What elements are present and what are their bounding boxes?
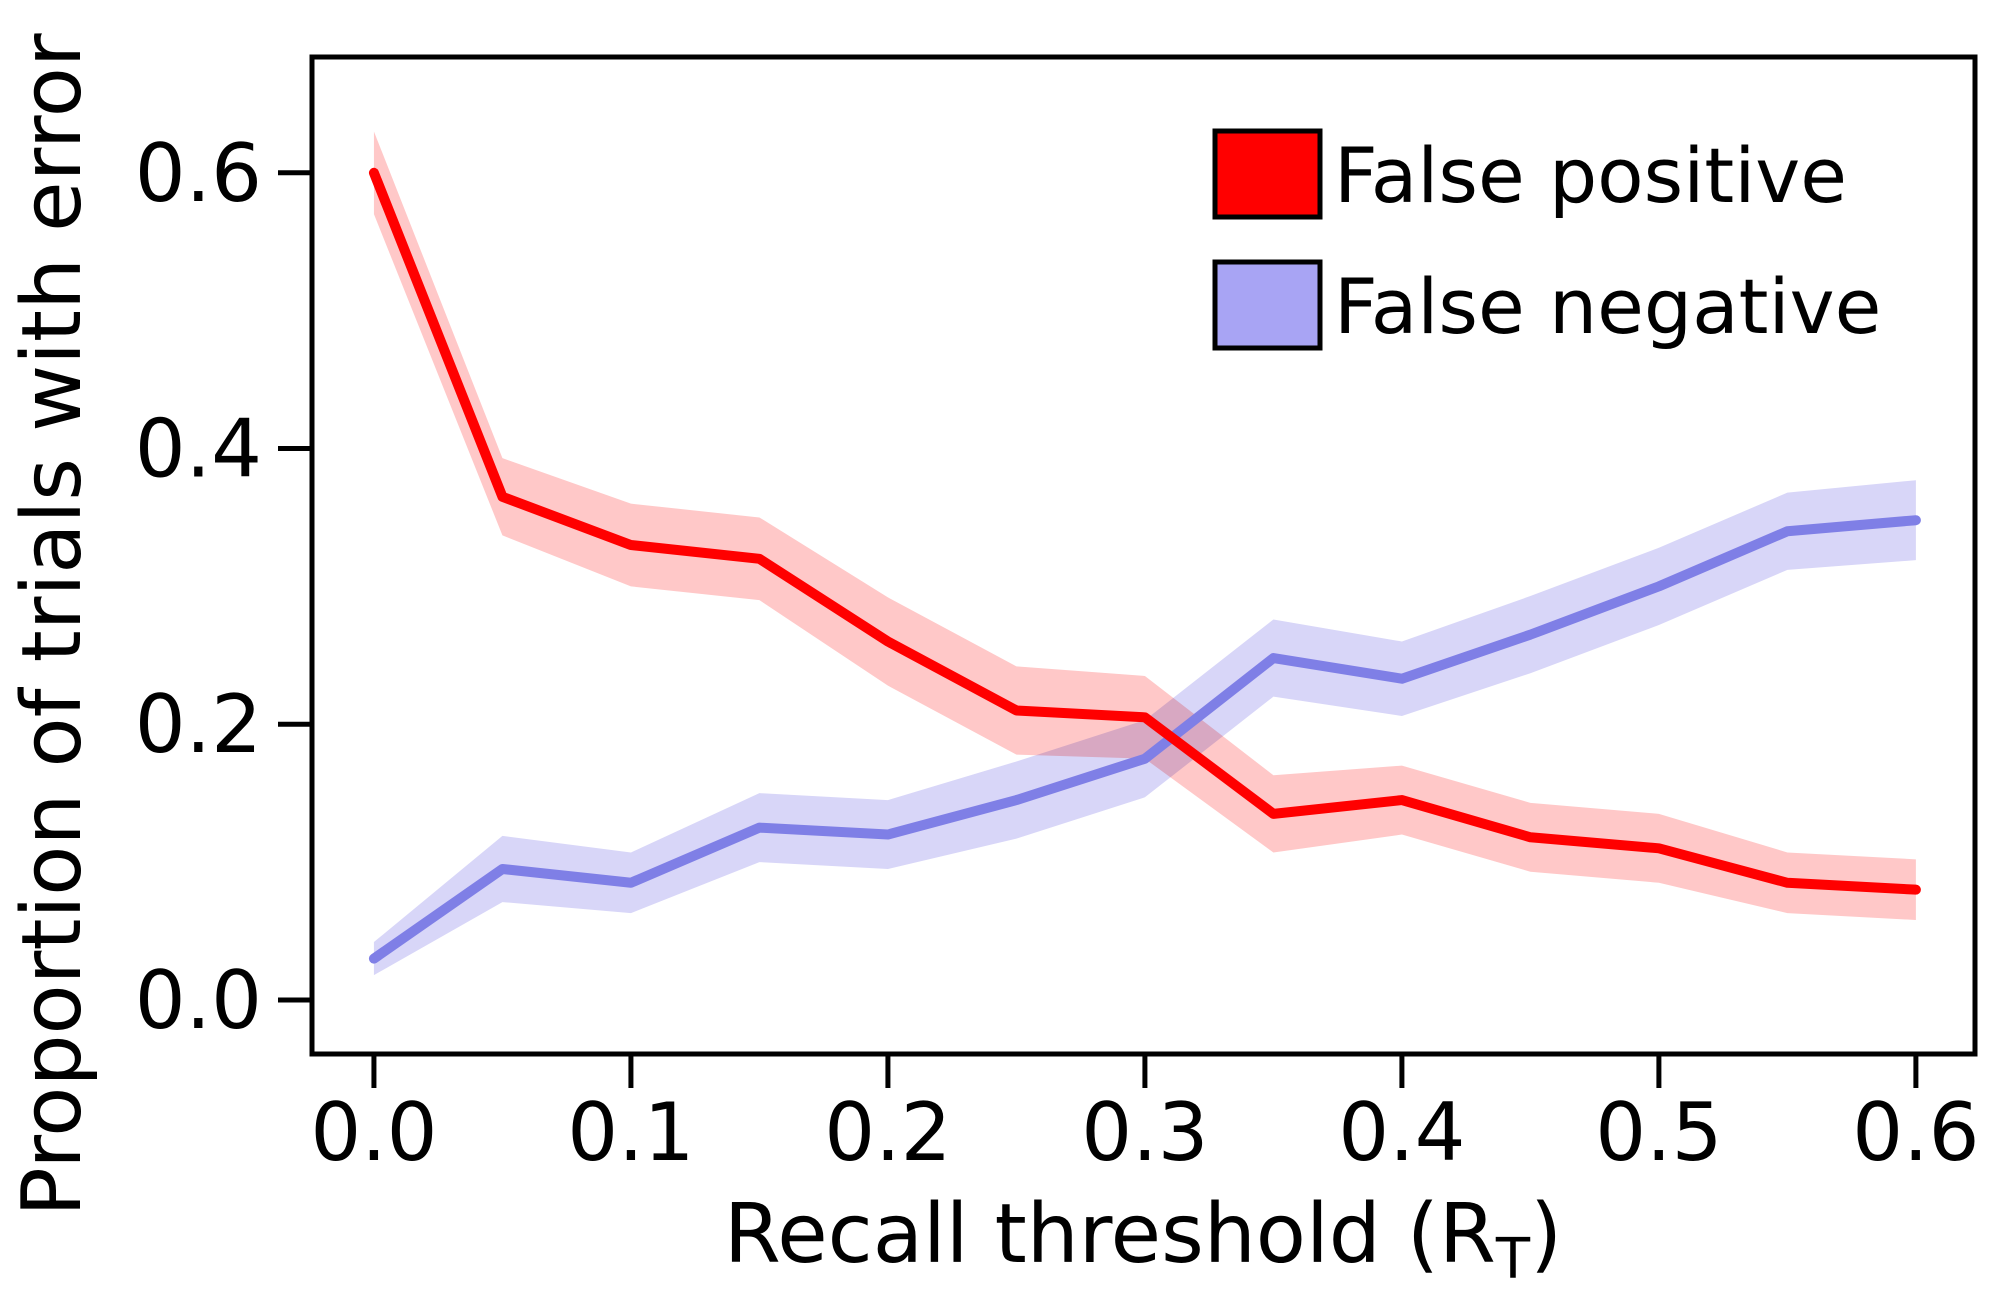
legend-label-false-negative: False negative xyxy=(1334,262,1881,351)
x-tick-label: 0.0 xyxy=(310,1086,437,1179)
data-lines-layer xyxy=(368,167,1921,964)
x-tick-label: 0.6 xyxy=(1852,1086,1979,1179)
legend-swatch-false-positive xyxy=(1212,128,1323,220)
series-1-line xyxy=(368,515,1921,964)
series-1-error-band xyxy=(373,480,1916,976)
y-tick-label: 0.2 xyxy=(135,678,262,771)
x-tick-label: 0.1 xyxy=(567,1086,694,1179)
x-axis-title: Recall threshold (RT) xyxy=(724,1187,1562,1291)
legend-label-false-positive: False positive xyxy=(1334,131,1847,220)
legend: False positive False negative xyxy=(1212,128,1881,351)
y-tick-label: 0.4 xyxy=(135,403,262,496)
error-bands-layer xyxy=(373,131,1916,976)
legend-swatch-false-negative xyxy=(1212,259,1323,351)
series-0-error-band xyxy=(373,131,1916,921)
y-tick-label: 0.0 xyxy=(135,954,262,1047)
x-tick-label: 0.4 xyxy=(1338,1086,1465,1179)
ticks-layer: 0.0 0.1 0.2 0.3 0.4 0.5 0.6 0.0 0.2 0.4 0.6 xyxy=(135,127,1980,1179)
x-tick-label: 0.3 xyxy=(1081,1086,1208,1179)
series-0-line xyxy=(368,167,1921,895)
y-tick-label: 0.6 xyxy=(135,127,262,220)
x-tick-label: 0.2 xyxy=(824,1086,951,1179)
x-tick-label: 0.5 xyxy=(1595,1086,1722,1179)
y-axis-title: Proportion of trials with error xyxy=(5,33,100,1217)
